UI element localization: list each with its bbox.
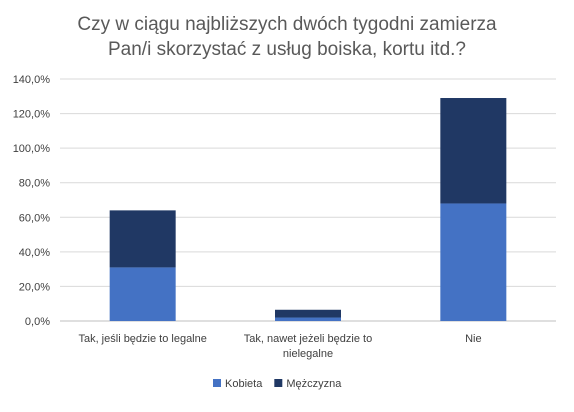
category-label: Nie: [465, 333, 482, 345]
category-label: Tak, jeśli będzie to legalne: [78, 333, 206, 345]
y-tick-label: 140,0%: [13, 74, 51, 86]
y-tick-label: 0,0%: [25, 316, 50, 328]
y-tick-label: 40,0%: [19, 247, 50, 259]
bar-kobieta-0: [109, 267, 176, 321]
y-tick-label: 60,0%: [19, 212, 50, 224]
bars: [109, 98, 507, 321]
chart-title-line-1: Czy w ciągu najbliższych dwóch tygodni z…: [77, 14, 497, 35]
bar-mezczyzna-2: [440, 98, 507, 204]
x-axis-category-labels: Tak, jeśli będzie to legalne Tak, nawet j…: [78, 333, 481, 360]
chart-title-line-2: Pan/i skorzystać z usług boiska, kortu i…: [108, 39, 466, 60]
legend-swatch-mezczyzna: [274, 379, 283, 387]
y-tick-label: 80,0%: [19, 178, 50, 190]
legend: Kobieta Mężczyzna: [213, 378, 342, 390]
bar-kobieta-1: [275, 317, 341, 321]
legend-label-mezczyzna: Mężczyzna: [286, 378, 342, 390]
y-tick-label: 120,0%: [13, 109, 51, 121]
legend-swatch-kobieta: [213, 379, 221, 387]
y-axis-tick-labels: 0,0% 20,0% 40,0% 60,0% 80,0% 100,0% 120,0% 140,…: [13, 74, 51, 328]
category-label: nielegalne: [283, 348, 333, 360]
bar-mezczyzna-0: [109, 210, 176, 268]
y-tick-label: 100,0%: [13, 143, 51, 155]
legend-label-kobieta: Kobieta: [225, 378, 263, 390]
y-tick-label: 20,0%: [19, 281, 50, 293]
bar-mezczyzna-1: [275, 309, 341, 318]
bar-kobieta-2: [440, 203, 507, 321]
category-label: Tak, nawet jeżeli będzie to: [244, 333, 372, 345]
